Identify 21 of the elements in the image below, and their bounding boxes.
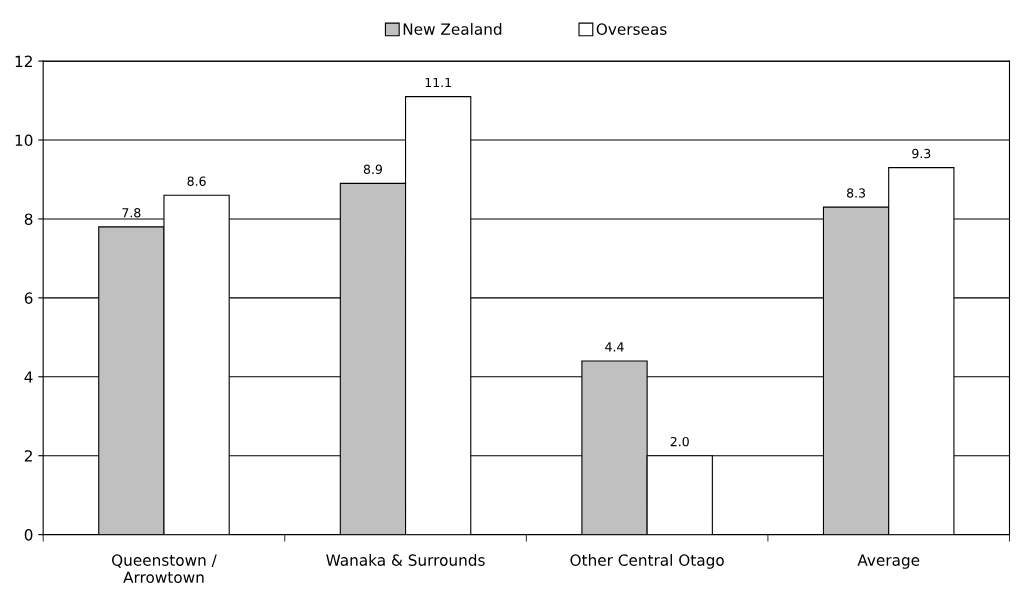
legend-label: Overseas [596, 23, 667, 35]
data-label: 8.6 [187, 176, 206, 186]
y-tick-label: 6 [24, 292, 33, 304]
y-tick-label: 12 [15, 55, 32, 67]
x-tick-label: Wanaka & Surrounds [326, 554, 485, 566]
data-label: 11.1 [425, 77, 451, 88]
y-tick-label: 4 [24, 371, 33, 383]
y-tick-label: 10 [15, 134, 33, 147]
data-label: 4.4 [605, 342, 624, 352]
data-label: 7.8 [122, 208, 141, 218]
data-label: 8.9 [363, 164, 382, 175]
legend-label: New Zealand [403, 23, 502, 35]
y-tick-label: 0 [24, 529, 33, 541]
x-tick-label: Average [857, 554, 920, 569]
data-label: 9.3 [912, 148, 931, 159]
y-tick-label: 2 [24, 450, 32, 462]
x-tick-label: Queenstown / Arrowtown [111, 554, 217, 583]
x-tick-label: Other Central Otago [570, 554, 724, 569]
y-tick-label: 8 [24, 213, 33, 225]
data-label: 8.3 [847, 188, 866, 198]
data-label: 2.0 [670, 436, 689, 447]
